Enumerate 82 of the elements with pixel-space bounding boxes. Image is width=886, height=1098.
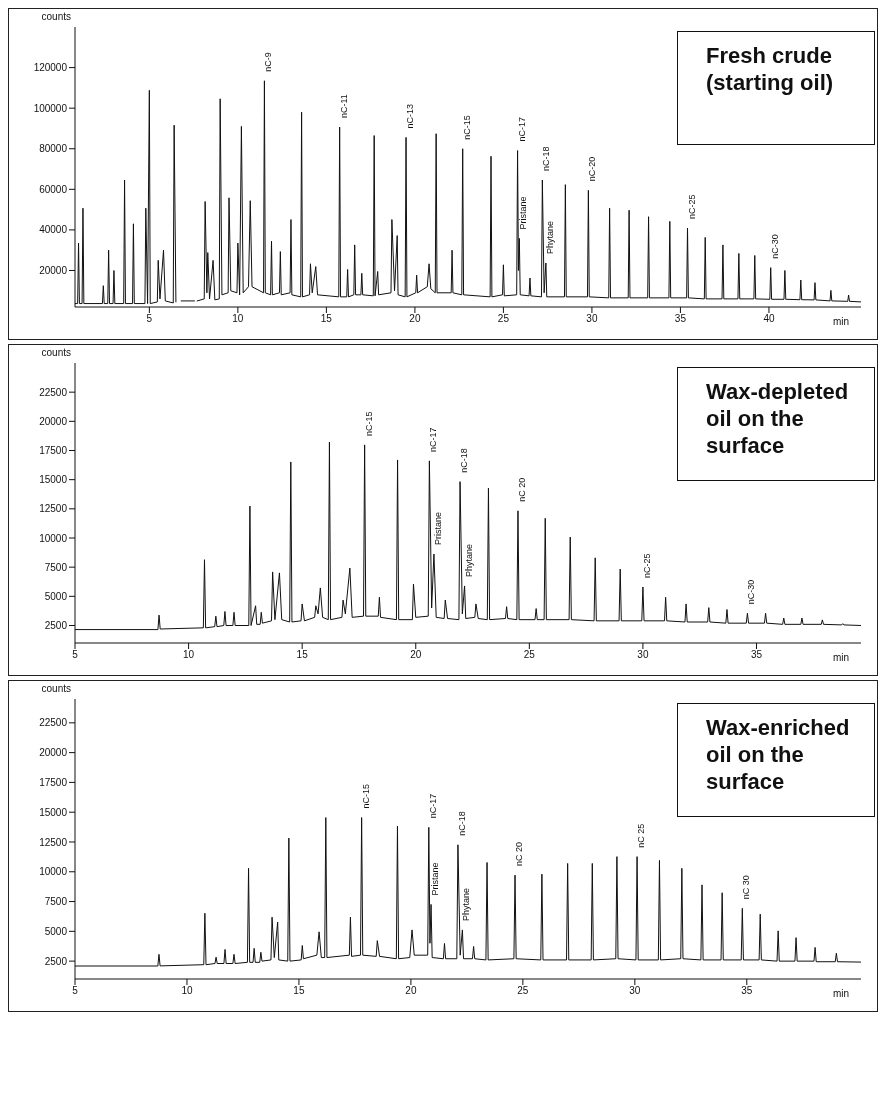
y-tick-label: 20000 <box>39 415 68 427</box>
y-tick-label: 2500 <box>44 955 68 967</box>
annotation: nC 20 <box>516 477 527 502</box>
x-tick-label: 15 <box>320 313 333 325</box>
y-tick-label: 100000 <box>33 102 68 114</box>
annotation: nC 30 <box>741 875 752 900</box>
annotation: Phytane <box>461 887 472 921</box>
y-tick-label: 2500 <box>44 620 68 632</box>
x-tick-label: 35 <box>741 985 753 997</box>
y-tick-label: 60000 <box>39 183 68 195</box>
annotation: nC-25 <box>686 194 697 220</box>
annotation: nC-17 <box>516 117 527 142</box>
annotation: nC-18 <box>456 811 467 836</box>
annotation: nC 25 <box>636 823 647 848</box>
x-tick-label: 25 <box>497 313 510 325</box>
x-tick-label: 40 <box>763 313 775 325</box>
y-axis-title: counts <box>41 11 71 23</box>
x-axis-title: min <box>832 652 849 663</box>
annotation: Phytane <box>463 543 474 577</box>
x-tick-label: 5 <box>72 649 79 661</box>
annotation: nC-11 <box>338 94 349 119</box>
y-tick-label: 120000 <box>33 62 68 74</box>
x-tick-label: 25 <box>517 985 529 997</box>
x-tick-label: 30 <box>637 649 649 661</box>
y-tick-label: 80000 <box>39 143 68 155</box>
annotation: nC-30 <box>769 234 780 259</box>
y-axis-title: counts <box>41 347 71 359</box>
x-tick-label: 25 <box>523 649 536 661</box>
x-tick-label: 15 <box>293 985 305 997</box>
y-tick-label: 10000 <box>39 532 68 544</box>
annotation: nC-17 <box>428 427 439 452</box>
annotation: Phytane <box>544 220 555 254</box>
y-tick-label: 15000 <box>39 806 68 818</box>
y-tick-label: 40000 <box>39 224 68 236</box>
y-tick-label: 15000 <box>39 474 68 486</box>
annotation: Wax-depleted oil on the surface <box>677 367 875 481</box>
annotation: nC-15 <box>360 784 371 809</box>
y-tick-label: 17500 <box>39 776 68 788</box>
annotation: Pristane <box>430 862 441 896</box>
x-tick-label: 30 <box>629 985 641 997</box>
y-tick-label: 5000 <box>44 590 68 602</box>
annotation: nC-17 <box>427 793 438 819</box>
x-tick-label: 10 <box>181 985 193 997</box>
y-tick-label: 7500 <box>44 896 68 908</box>
x-tick-label: 10 <box>183 649 195 661</box>
x-tick-label: 30 <box>586 313 598 325</box>
x-tick-label: 20 <box>409 313 421 325</box>
y-tick-label: 12500 <box>39 503 68 515</box>
y-tick-label: 7500 <box>44 561 68 573</box>
y-tick-label: 5000 <box>44 925 68 937</box>
annotation: Fresh crude (starting oil) <box>677 31 875 145</box>
y-tick-label: 10000 <box>39 866 68 878</box>
y-tick-label: 20000 <box>39 265 68 277</box>
annotation: nC-15 <box>461 115 472 140</box>
annotation: Wax-enriched oil on the surface <box>677 703 875 817</box>
y-tick-label: 17500 <box>39 445 68 457</box>
x-axis-title: min <box>832 316 849 327</box>
annotation: Pristane <box>518 196 529 230</box>
x-tick-label: 15 <box>296 649 309 661</box>
annotation: nC-13 <box>405 103 416 129</box>
x-tick-label: 20 <box>410 649 422 661</box>
y-tick-label: 12500 <box>39 836 68 848</box>
x-tick-label: 5 <box>72 985 79 997</box>
x-tick-label: 5 <box>146 313 153 325</box>
annotation: nC-18 <box>459 448 470 473</box>
y-axis-title: counts <box>41 683 71 695</box>
annotation: nC-20 <box>587 156 598 182</box>
annotation: nC 20 <box>514 842 525 867</box>
x-tick-label: 10 <box>232 313 244 325</box>
annotation: Pristane <box>432 511 443 545</box>
annotation: nC-30 <box>746 579 757 605</box>
x-tick-label: 35 <box>674 313 687 325</box>
annotation: nC-9 <box>263 52 274 72</box>
y-tick-label: 22500 <box>39 386 68 398</box>
x-tick-label: 35 <box>750 649 763 661</box>
x-tick-label: 20 <box>405 985 417 997</box>
annotation: nC-18 <box>541 146 552 171</box>
y-tick-label: 20000 <box>39 747 68 759</box>
y-tick-label: 22500 <box>39 717 68 729</box>
x-axis-title: min <box>832 988 849 999</box>
annotation: nC-25 <box>641 553 652 578</box>
annotation: nC-15 <box>363 411 374 436</box>
